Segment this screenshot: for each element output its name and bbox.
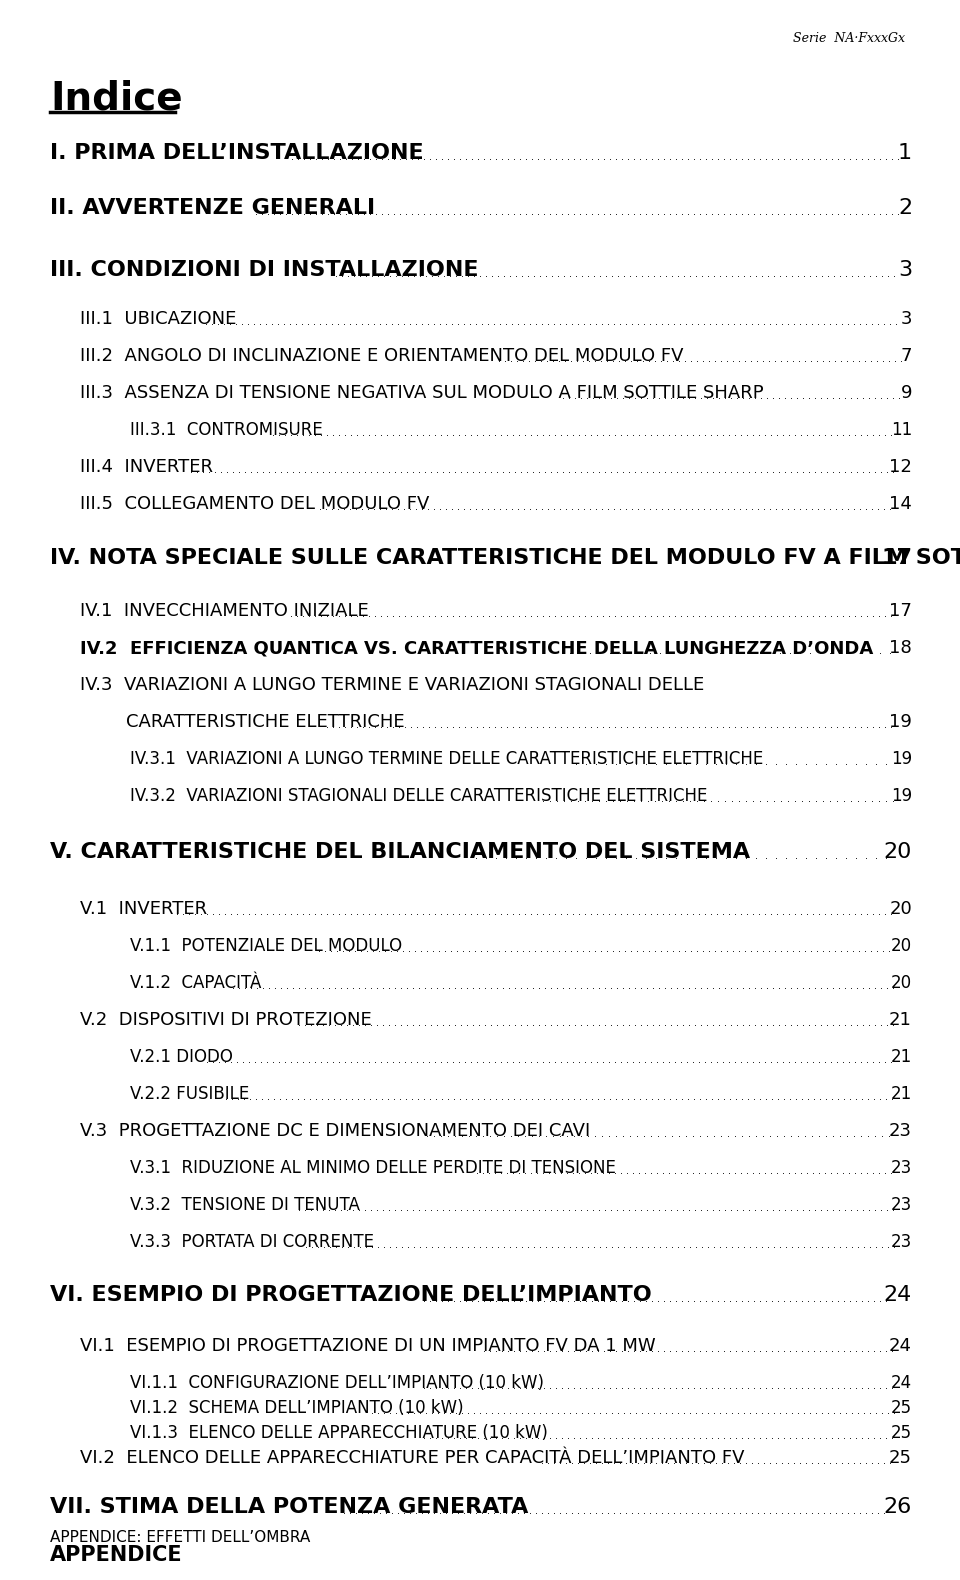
Text: 1: 1: [898, 144, 912, 163]
Text: IV.1  INVECCHIAMENTO INIZIALE: IV.1 INVECCHIAMENTO INIZIALE: [80, 602, 369, 619]
Text: V.3.2  TENSIONE DI TENUTA: V.3.2 TENSIONE DI TENUTA: [130, 1196, 360, 1213]
Text: IV. NOTA SPECIALE SULLE CARATTERISTICHE DEL MODULO FV A FILM SOTTILE: IV. NOTA SPECIALE SULLE CARATTERISTICHE …: [50, 548, 960, 567]
Text: 3: 3: [900, 310, 912, 329]
Text: 20: 20: [889, 901, 912, 918]
Text: V.2.1 DIODO: V.2.1 DIODO: [130, 1048, 233, 1066]
Text: 17: 17: [881, 548, 912, 567]
Text: IV.2  EFFICIENZA QUANTICA VS. CARATTERISTICHE DELLA LUNGHEZZA D’ONDA: IV.2 EFFICIENZA QUANTICA VS. CARATTERIST…: [80, 638, 874, 657]
Text: 23: 23: [889, 1122, 912, 1141]
Text: V.1.1  POTENZIALE DEL MODULO: V.1.1 POTENZIALE DEL MODULO: [130, 937, 402, 954]
Text: V.1.2  CAPACITÀ: V.1.2 CAPACITÀ: [130, 973, 261, 992]
Text: II. AVVERTENZE GENERALI: II. AVVERTENZE GENERALI: [50, 198, 375, 218]
Text: V.1  INVERTER: V.1 INVERTER: [80, 901, 207, 918]
Text: 11: 11: [891, 420, 912, 439]
Text: III.3.1  CONTROMISURE: III.3.1 CONTROMISURE: [130, 420, 323, 439]
Text: V. CARATTERISTICHE DEL BILANCIAMENTO DEL SISTEMA: V. CARATTERISTICHE DEL BILANCIAMENTO DEL…: [50, 842, 750, 863]
Text: 12: 12: [889, 458, 912, 476]
Text: Serie  NA·FxxxGx: Serie NA·FxxxGx: [793, 32, 905, 44]
Text: VI.1  ESEMPIO DI PROGETTAZIONE DI UN IMPIANTO FV DA 1 MW: VI.1 ESEMPIO DI PROGETTAZIONE DI UN IMPI…: [80, 1337, 656, 1356]
Text: 25: 25: [889, 1449, 912, 1466]
Text: V.3.1  RIDUZIONE AL MINIMO DELLE PERDITE DI TENSIONE: V.3.1 RIDUZIONE AL MINIMO DELLE PERDITE …: [130, 1160, 616, 1177]
Text: 25: 25: [891, 1398, 912, 1417]
Text: 20: 20: [891, 973, 912, 992]
Text: VI.1.1  CONFIGURAZIONE DELL’IMPIANTO (10 kW): VI.1.1 CONFIGURAZIONE DELL’IMPIANTO (10 …: [130, 1375, 544, 1392]
Text: 17: 17: [884, 548, 912, 567]
Text: VI.1.3  ELENCO DELLE APPARECCHIATURE (10 kW): VI.1.3 ELENCO DELLE APPARECCHIATURE (10 …: [130, 1424, 548, 1443]
Text: VI.2  ELENCO DELLE APPARECCHIATURE PER CAPACITÀ DELL’IMPIANTO FV: VI.2 ELENCO DELLE APPARECCHIATURE PER CA…: [80, 1449, 745, 1466]
Text: 20: 20: [891, 937, 912, 954]
Text: III.5  COLLEGAMENTO DEL MODULO FV: III.5 COLLEGAMENTO DEL MODULO FV: [80, 495, 429, 514]
Text: V.3.3  PORTATA DI CORRENTE: V.3.3 PORTATA DI CORRENTE: [130, 1232, 374, 1251]
Text: CARATTERISTICHE ELETTRICHE: CARATTERISTICHE ELETTRICHE: [80, 713, 404, 732]
Text: III.1  UBICAZIONE: III.1 UBICAZIONE: [80, 310, 236, 329]
Text: 7: 7: [900, 348, 912, 365]
Text: 3: 3: [898, 261, 912, 280]
Text: 25: 25: [891, 1424, 912, 1443]
Text: 9: 9: [900, 384, 912, 401]
Text: 18: 18: [889, 638, 912, 657]
Text: I. PRIMA DELL’INSTALLAZIONE: I. PRIMA DELL’INSTALLAZIONE: [50, 144, 423, 163]
Text: IV.3  VARIAZIONI A LUNGO TERMINE E VARIAZIONI STAGIONALI DELLE: IV.3 VARIAZIONI A LUNGO TERMINE E VARIAZ…: [80, 676, 705, 694]
Text: 24: 24: [891, 1375, 912, 1392]
Text: III. CONDIZIONI DI INSTALLAZIONE: III. CONDIZIONI DI INSTALLAZIONE: [50, 261, 478, 280]
Text: 19: 19: [891, 787, 912, 804]
Text: 21: 21: [889, 1011, 912, 1029]
Text: VI. ESEMPIO DI PROGETTAZIONE DELL’IMPIANTO: VI. ESEMPIO DI PROGETTAZIONE DELL’IMPIAN…: [50, 1285, 652, 1305]
Text: IV.3.2  VARIAZIONI STAGIONALI DELLE CARATTERISTICHE ELETTRICHE: IV.3.2 VARIAZIONI STAGIONALI DELLE CARAT…: [130, 787, 708, 804]
Text: III.3  ASSENZA DI TENSIONE NEGATIVA SUL MODULO A FILM SOTTILE SHARP: III.3 ASSENZA DI TENSIONE NEGATIVA SUL M…: [80, 384, 763, 401]
Text: 14: 14: [889, 495, 912, 514]
Text: 23: 23: [891, 1232, 912, 1251]
Text: 23: 23: [891, 1196, 912, 1213]
Text: Indice: Indice: [50, 81, 182, 118]
Text: IV.3.1  VARIAZIONI A LUNGO TERMINE DELLE CARATTERISTICHE ELETTRICHE: IV.3.1 VARIAZIONI A LUNGO TERMINE DELLE …: [130, 750, 763, 768]
Text: 19: 19: [889, 713, 912, 732]
Text: V.2.2 FUSIBILE: V.2.2 FUSIBILE: [130, 1085, 250, 1103]
Text: 20: 20: [883, 842, 912, 863]
Text: VI.1.2  SCHEMA DELL’IMPIANTO (10 kW): VI.1.2 SCHEMA DELL’IMPIANTO (10 kW): [130, 1398, 464, 1417]
Text: 24: 24: [884, 1285, 912, 1305]
Text: APPENDICE: EFFETTI DELL’OMBRA: APPENDICE: EFFETTI DELL’OMBRA: [50, 1529, 310, 1545]
Text: APPENDICE: APPENDICE: [50, 1545, 182, 1566]
Text: 23: 23: [891, 1160, 912, 1177]
Text: 21: 21: [891, 1048, 912, 1066]
Text: 26: 26: [884, 1496, 912, 1517]
Text: 21: 21: [891, 1085, 912, 1103]
Text: VII. STIMA DELLA POTENZA GENERATA: VII. STIMA DELLA POTENZA GENERATA: [50, 1496, 528, 1517]
Text: 24: 24: [889, 1337, 912, 1356]
Text: III.2  ANGOLO DI INCLINAZIONE E ORIENTAMENTO DEL MODULO FV: III.2 ANGOLO DI INCLINAZIONE E ORIENTAME…: [80, 348, 684, 365]
Text: III.4  INVERTER: III.4 INVERTER: [80, 458, 213, 476]
Text: V.3  PROGETTAZIONE DC E DIMENSIONAMENTO DEI CAVI: V.3 PROGETTAZIONE DC E DIMENSIONAMENTO D…: [80, 1122, 590, 1141]
Text: 17: 17: [889, 602, 912, 619]
Text: V.2  DISPOSITIVI DI PROTEZIONE: V.2 DISPOSITIVI DI PROTEZIONE: [80, 1011, 372, 1029]
Text: 19: 19: [891, 750, 912, 768]
Text: 2: 2: [898, 198, 912, 218]
